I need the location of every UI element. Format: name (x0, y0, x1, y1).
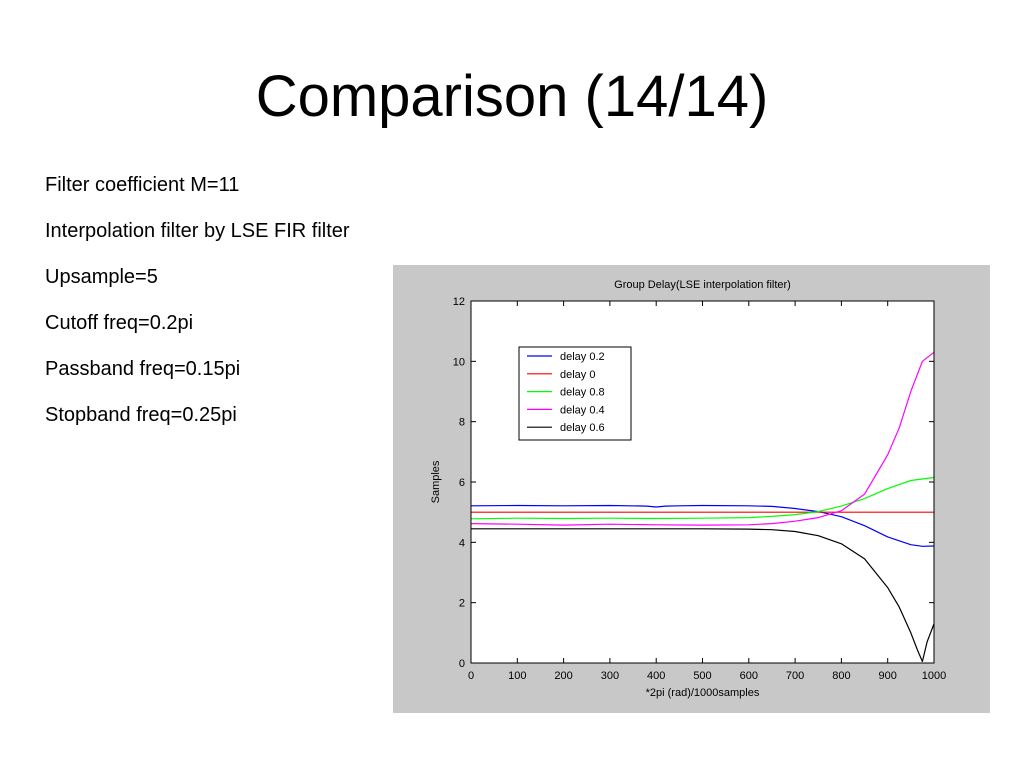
legend-entry: delay 0 (560, 369, 595, 381)
x-tick-label: 1000 (922, 670, 946, 682)
bullet-item: Cutoff freq=0.2pi (45, 312, 194, 334)
x-tick-label: 600 (740, 670, 758, 682)
slide-title: Comparison (14/14) (255, 64, 769, 129)
axes-box (470, 300, 935, 664)
bullet-item: Interpolation filter by LSE FIR filter (45, 220, 350, 242)
bullet-list: Filter coefficient M=11 Interpolation fi… (45, 170, 365, 446)
bullet-item: Stopband freq=0.25pi (45, 404, 237, 426)
chart-figure: Group Delay(LSE interpolation filter) *2… (393, 265, 990, 713)
bullet-item: Filter coefficient M=11 (45, 174, 240, 196)
y-tick-label: 10 (453, 356, 465, 368)
x-tick-label: 300 (601, 670, 619, 682)
series-line-delay-0-8 (470, 476, 935, 520)
bullet-item: Upsample=5 (45, 266, 158, 288)
series-line-delay-0-6 (471, 528, 935, 663)
legend: delay 0.2 delay 0 delay 0.8 delay 0.4 delay … (518, 346, 632, 441)
x-axis-label: *2pi (rad)/1000samples (646, 687, 760, 699)
y-tick-label: 0 (459, 658, 465, 670)
x-tick-label: 900 (879, 670, 897, 682)
legend-entry: delay 0.6 (560, 422, 605, 434)
x-tick-label: 200 (554, 670, 572, 682)
y-tick-label: 2 (459, 598, 465, 610)
legend-entry: delay 0.8 (560, 387, 605, 399)
x-tick-label: 700 (786, 670, 804, 682)
axis-ticks: 0 100 200 300 400 500 600 700 800 900 1000 0 2 4 6 8 10 1… (453, 296, 946, 682)
x-tick-label: 800 (832, 670, 850, 682)
series-layer (470, 351, 935, 663)
group-delay-chart: Group Delay(LSE interpolation filter) *2… (393, 265, 990, 713)
x-tick-label: 0 (468, 670, 474, 682)
y-tick-label: 4 (459, 537, 465, 549)
chart-title: Group Delay(LSE interpolation filter) (614, 279, 791, 291)
legend-box (518, 346, 632, 441)
series-line-delay-0-2 (470, 504, 935, 547)
y-tick-label: 12 (453, 296, 465, 308)
x-tick-label: 100 (508, 670, 526, 682)
x-tick-label: 400 (647, 670, 665, 682)
legend-entry: delay 0.4 (560, 404, 605, 416)
legend-entry: delay 0.2 (560, 351, 605, 363)
y-tick-label: 6 (459, 477, 465, 489)
y-tick-label: 8 (459, 417, 465, 429)
y-axis-label: Samples (430, 460, 442, 503)
bullet-item: Passband freq=0.15pi (45, 358, 241, 380)
series-line-delay-0-4 (470, 351, 935, 526)
x-tick-label: 500 (693, 670, 711, 682)
